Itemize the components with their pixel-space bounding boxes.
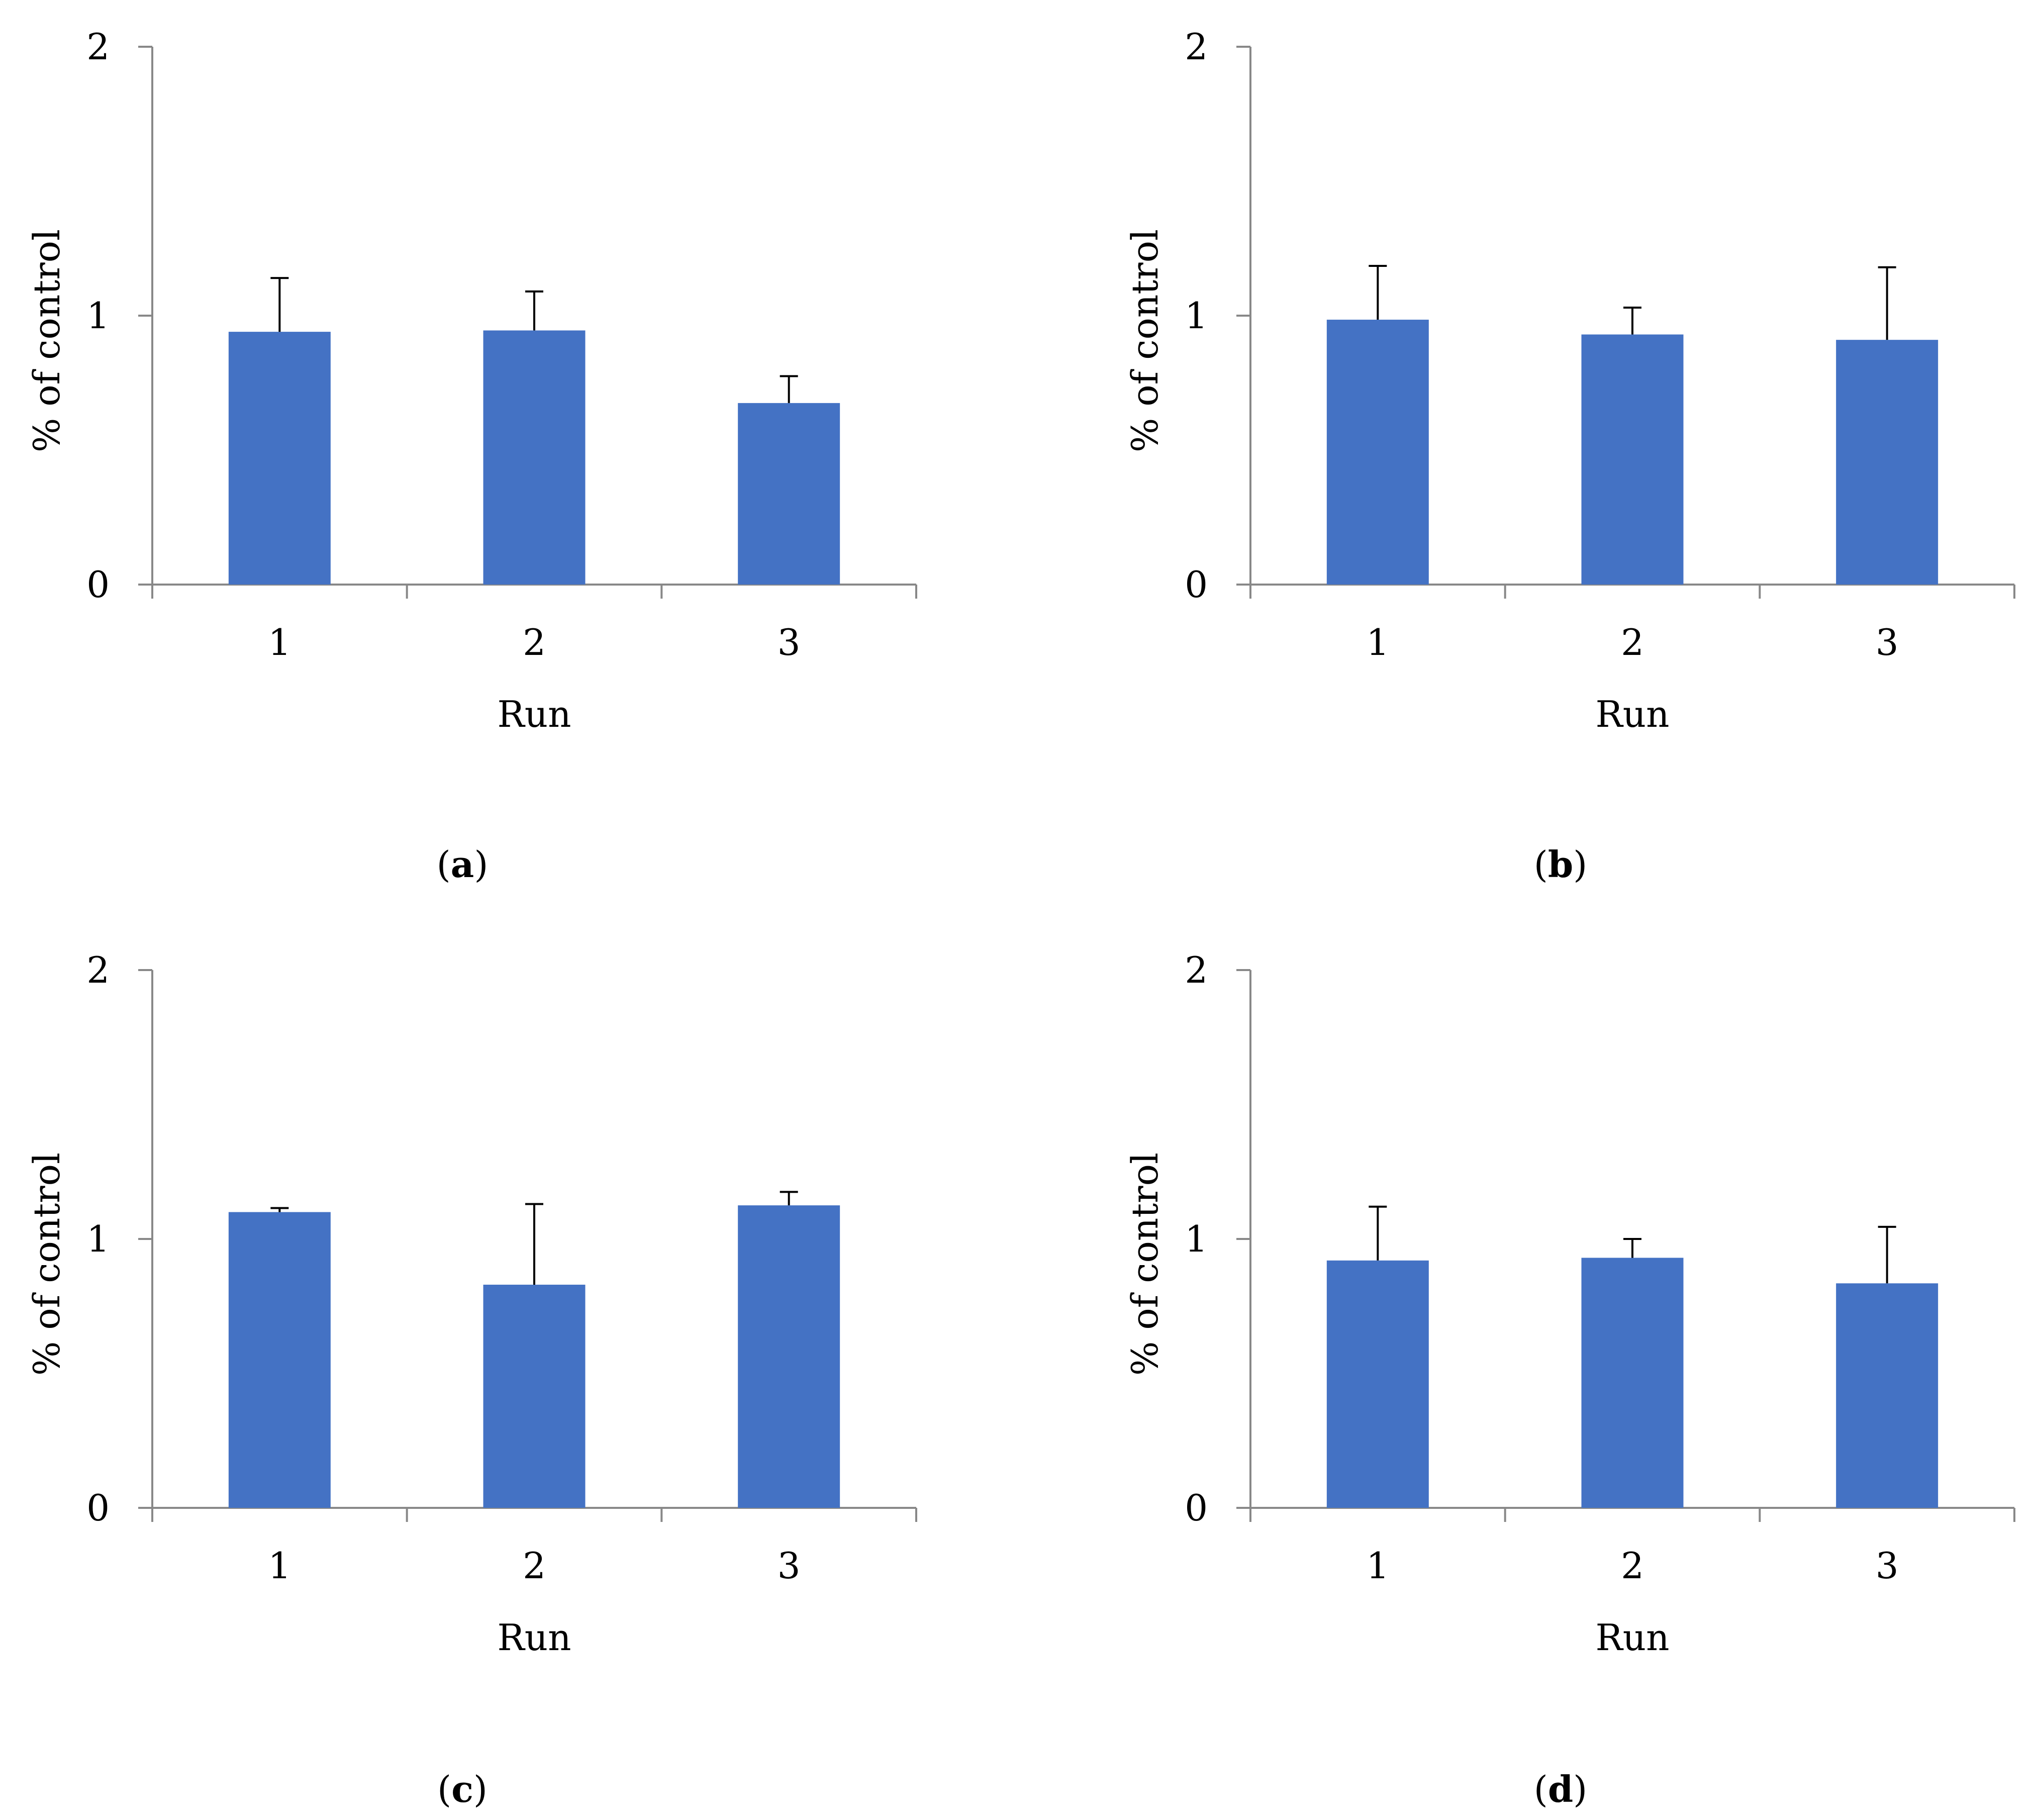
x-tick-label: 1 bbox=[268, 621, 291, 663]
y-axis-label: % of control bbox=[26, 1153, 68, 1376]
bar-run-2 bbox=[1581, 1258, 1684, 1508]
chart-panel-b: 0 1 2 1 2 3 Run % of control (b) bbox=[1124, 26, 2015, 886]
x-tick-label: 3 bbox=[1876, 1545, 1899, 1587]
x-tick-label: 1 bbox=[1366, 1545, 1389, 1587]
x-tick-label: 2 bbox=[1621, 1545, 1644, 1587]
y-tick-label: 0 bbox=[1185, 1487, 1208, 1529]
y-tick-label: 2 bbox=[1185, 949, 1208, 991]
x-tick-label: 3 bbox=[1876, 621, 1899, 663]
x-axis-label: Run bbox=[1596, 693, 1670, 735]
chart-panel-d: 0 1 2 1 2 3 Run % of control (d) bbox=[1124, 949, 2015, 1810]
bar-run-1 bbox=[228, 1212, 331, 1508]
x-axis-label: Run bbox=[498, 693, 571, 735]
x-tick-label: 2 bbox=[523, 621, 546, 663]
y-tick-label: 2 bbox=[1185, 26, 1208, 68]
x-axis-label: Run bbox=[498, 1616, 571, 1659]
x-tick-label: 3 bbox=[778, 621, 801, 663]
bar-run-3 bbox=[1836, 1283, 1938, 1508]
panel-label-letter: b bbox=[1548, 843, 1573, 886]
bar-run-1 bbox=[1326, 1260, 1429, 1508]
bar-run-2 bbox=[483, 1284, 586, 1508]
x-tick-label: 1 bbox=[268, 1545, 291, 1587]
bar-run-3 bbox=[738, 403, 840, 585]
y-axis-label: % of control bbox=[26, 229, 68, 452]
bar-run-1 bbox=[1326, 320, 1429, 585]
bar-run-3 bbox=[738, 1205, 840, 1508]
panel-label: (c) bbox=[437, 1768, 488, 1810]
bar-run-2 bbox=[1581, 334, 1684, 585]
chart-panel-c: 0 1 2 1 2 3 Run % of control (c) bbox=[26, 949, 917, 1810]
panel-label-letter: d bbox=[1548, 1768, 1573, 1810]
bar-run-2 bbox=[483, 330, 586, 585]
x-tick-label: 2 bbox=[523, 1545, 546, 1587]
panel-label-letter: c bbox=[451, 1768, 473, 1810]
panel-label-letter: a bbox=[451, 843, 474, 886]
x-tick-label: 1 bbox=[1366, 621, 1389, 663]
x-tick-label: 3 bbox=[778, 1545, 801, 1587]
y-axis-label: % of control bbox=[1124, 229, 1166, 452]
panel-label: (d) bbox=[1534, 1768, 1588, 1810]
y-tick-label: 2 bbox=[86, 949, 110, 991]
y-tick-label: 2 bbox=[86, 26, 110, 68]
y-tick-label: 1 bbox=[86, 295, 110, 337]
y-tick-label: 1 bbox=[86, 1218, 110, 1260]
y-tick-label: 0 bbox=[1185, 563, 1208, 606]
bar-run-1 bbox=[228, 332, 331, 585]
y-axis-label: % of control bbox=[1124, 1153, 1166, 1376]
y-tick-label: 0 bbox=[86, 563, 110, 606]
panel-label: (a) bbox=[437, 843, 489, 886]
chart-panel-a: 0 1 2 1 2 3 Run % of control (a) bbox=[26, 26, 917, 886]
y-tick-label: 0 bbox=[86, 1487, 110, 1529]
x-tick-label: 2 bbox=[1621, 621, 1644, 663]
y-tick-label: 1 bbox=[1185, 295, 1208, 337]
x-axis-label: Run bbox=[1596, 1616, 1670, 1659]
panel-label: (b) bbox=[1534, 843, 1588, 886]
y-tick-label: 1 bbox=[1185, 1218, 1208, 1260]
bar-run-3 bbox=[1836, 340, 1938, 585]
